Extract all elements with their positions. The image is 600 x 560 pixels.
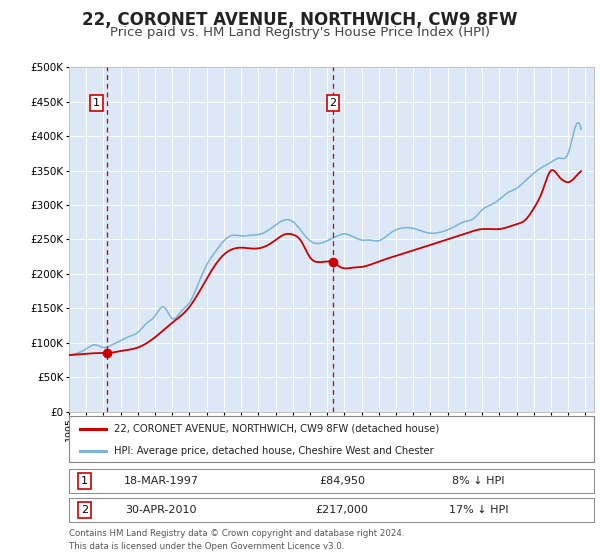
Text: Price paid vs. HM Land Registry's House Price Index (HPI): Price paid vs. HM Land Registry's House …	[110, 26, 490, 39]
Text: This data is licensed under the Open Government Licence v3.0.: This data is licensed under the Open Gov…	[69, 542, 344, 551]
Text: 17% ↓ HPI: 17% ↓ HPI	[449, 505, 508, 515]
Text: 18-MAR-1997: 18-MAR-1997	[124, 476, 199, 486]
Text: HPI: Average price, detached house, Cheshire West and Chester: HPI: Average price, detached house, Ches…	[113, 446, 433, 455]
Text: Contains HM Land Registry data © Crown copyright and database right 2024.: Contains HM Land Registry data © Crown c…	[69, 529, 404, 538]
Text: 8% ↓ HPI: 8% ↓ HPI	[452, 476, 505, 486]
Text: 1: 1	[81, 476, 88, 486]
Text: £217,000: £217,000	[316, 505, 368, 515]
Text: 22, CORONET AVENUE, NORTHWICH, CW9 8FW (detached house): 22, CORONET AVENUE, NORTHWICH, CW9 8FW (…	[113, 424, 439, 434]
Text: 1: 1	[93, 98, 100, 108]
Text: 2: 2	[81, 505, 88, 515]
Text: £84,950: £84,950	[319, 476, 365, 486]
Text: 22, CORONET AVENUE, NORTHWICH, CW9 8FW: 22, CORONET AVENUE, NORTHWICH, CW9 8FW	[82, 11, 518, 29]
Text: 30-APR-2010: 30-APR-2010	[125, 505, 197, 515]
Text: 2: 2	[329, 98, 337, 108]
